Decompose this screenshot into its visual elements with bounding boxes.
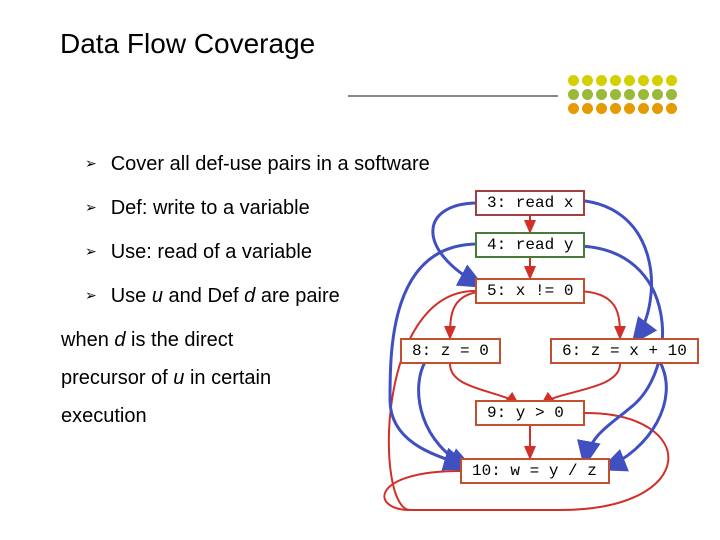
decorative-dot (638, 75, 649, 86)
chevron-icon: ➢ (85, 234, 97, 268)
decorative-dot (624, 103, 635, 114)
flowchart-node-n3: 3: read x (475, 190, 585, 216)
decorative-dot (568, 75, 579, 86)
decorative-dot (638, 103, 649, 114)
flowchart-node-n5: 5: x != 0 (475, 278, 585, 304)
bullet-item: ➢ Cover all def-use pairs in a software (85, 145, 445, 183)
decorative-dot (596, 75, 607, 86)
decorative-dot (652, 75, 663, 86)
chevron-icon: ➢ (85, 278, 97, 312)
decorative-dot (666, 89, 677, 100)
decorative-dot (624, 89, 635, 100)
decorative-dot (582, 75, 593, 86)
flow-edge (450, 364, 518, 404)
flowchart-node-n10: 10: w = y / z (460, 458, 610, 484)
bullet-text: Use u and Def d are paire (111, 277, 340, 315)
flow-edge (542, 364, 620, 404)
decorative-dot (610, 75, 621, 86)
decorative-dot (610, 89, 621, 100)
decorative-dot (610, 103, 621, 114)
decorative-dot (568, 103, 579, 114)
flowchart-diagram: 3: read x 4: read y 5: x != 0 8: z = 0 6: z … (360, 190, 710, 530)
flowchart-node-n8: 8: z = 0 (400, 338, 501, 364)
decorative-dot (596, 89, 607, 100)
decorative-dot (666, 103, 677, 114)
flow-edge (384, 471, 460, 510)
decorative-dot (568, 89, 579, 100)
chevron-icon: ➢ (85, 190, 97, 224)
decorative-dot (666, 75, 677, 86)
title-divider (348, 95, 558, 97)
decorative-dot (582, 103, 593, 114)
decorative-dot (624, 75, 635, 86)
decorative-dot (582, 89, 593, 100)
chevron-icon: ➢ (85, 146, 97, 180)
decorative-dot (596, 103, 607, 114)
decorative-dot (652, 89, 663, 100)
flowchart-node-n9: 9: y > 0 (475, 400, 585, 426)
flowchart-node-n6: 6: z = x + 10 (550, 338, 699, 364)
decorative-dot (638, 89, 649, 100)
bullet-text: Def: write to a variable (111, 189, 310, 227)
bullet-text: Cover all def-use pairs in a software (111, 145, 430, 183)
bullet-text: Use: read of a variable (111, 233, 312, 271)
page-title: Data Flow Coverage (60, 28, 315, 60)
flowchart-node-n4: 4: read y (475, 232, 585, 258)
decorative-dot (652, 103, 663, 114)
